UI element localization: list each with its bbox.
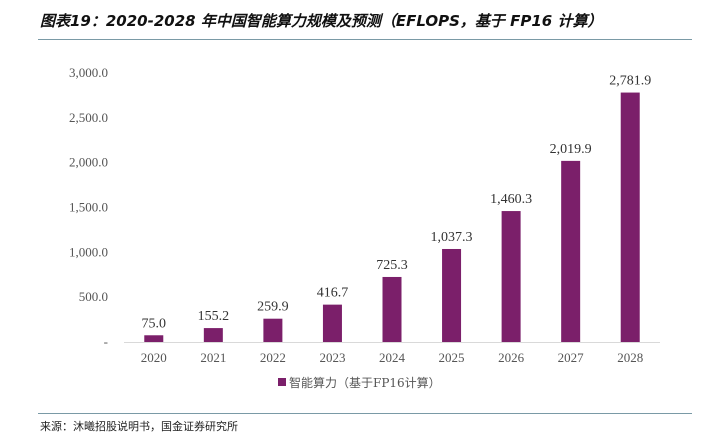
bar	[144, 335, 164, 342]
x-tick-label: 2023	[319, 350, 345, 365]
bar	[382, 276, 402, 342]
x-tick-label: 2022	[260, 350, 286, 365]
legend: 智能算力（基于FP16计算）	[278, 375, 441, 390]
data-label: 416.7	[317, 286, 349, 301]
x-tick-label: 2028	[617, 350, 643, 365]
data-label: 75.0	[142, 316, 167, 331]
data-label: 259.9	[257, 300, 289, 315]
bar	[620, 92, 640, 342]
data-label: 2,019.9	[550, 142, 592, 157]
x-tick-label: 2025	[439, 350, 465, 365]
chart-title: 图表19：2020-2028 年中国智能算力规模及预测（EFLOPS，基于 FP…	[40, 12, 603, 30]
data-label: 1,037.3	[431, 230, 473, 245]
source-note: 来源：沐曦招股说明书，国金证券研究所	[40, 420, 238, 433]
data-label: 1,460.3	[490, 192, 532, 207]
y-tick-label: 500.0	[79, 289, 108, 304]
legend-swatch	[278, 378, 286, 386]
x-axis-ticks: 2020 2021 2022 2023 2024 2025 2026 2027 2028	[141, 350, 643, 365]
y-tick-label: 3,000.0	[69, 65, 108, 80]
data-label: 725.3	[376, 258, 408, 273]
y-tick-label: 1,000.0	[69, 244, 108, 259]
bar	[263, 318, 283, 342]
x-tick-label: 2026	[498, 350, 525, 365]
source-divider	[38, 413, 692, 414]
y-tick-label: 2,000.0	[69, 155, 108, 170]
bar	[442, 248, 462, 342]
y-tick-label: 1,500.0	[69, 200, 108, 215]
title-divider	[38, 39, 692, 40]
x-tick-label: 2027	[558, 350, 585, 365]
bar	[322, 304, 342, 342]
y-tick-label: -	[104, 334, 108, 349]
y-axis-ticks: - 500.0 1,000.0 1,500.0 2,000.0 2,500.0 3,000.…	[69, 65, 108, 349]
bars	[144, 92, 640, 342]
x-tick-label: 2020	[141, 350, 167, 365]
y-tick-label: 2,500.0	[69, 110, 108, 125]
bar	[501, 211, 521, 342]
data-labels: 75.0 155.2 259.9 416.7 725.3 1,037.3 1,460.3 2,…	[142, 74, 652, 332]
bar	[561, 160, 581, 342]
x-tick-label: 2021	[200, 350, 226, 365]
bar	[203, 328, 223, 342]
data-label: 155.2	[198, 309, 230, 324]
data-label: 2,781.9	[609, 74, 651, 89]
x-tick-label: 2024	[379, 350, 406, 365]
bar-chart: - 500.0 1,000.0 1,500.0 2,000.0 2,500.0 3,000.…	[69, 65, 660, 390]
legend-label: 智能算力（基于FP16计算）	[289, 375, 441, 390]
